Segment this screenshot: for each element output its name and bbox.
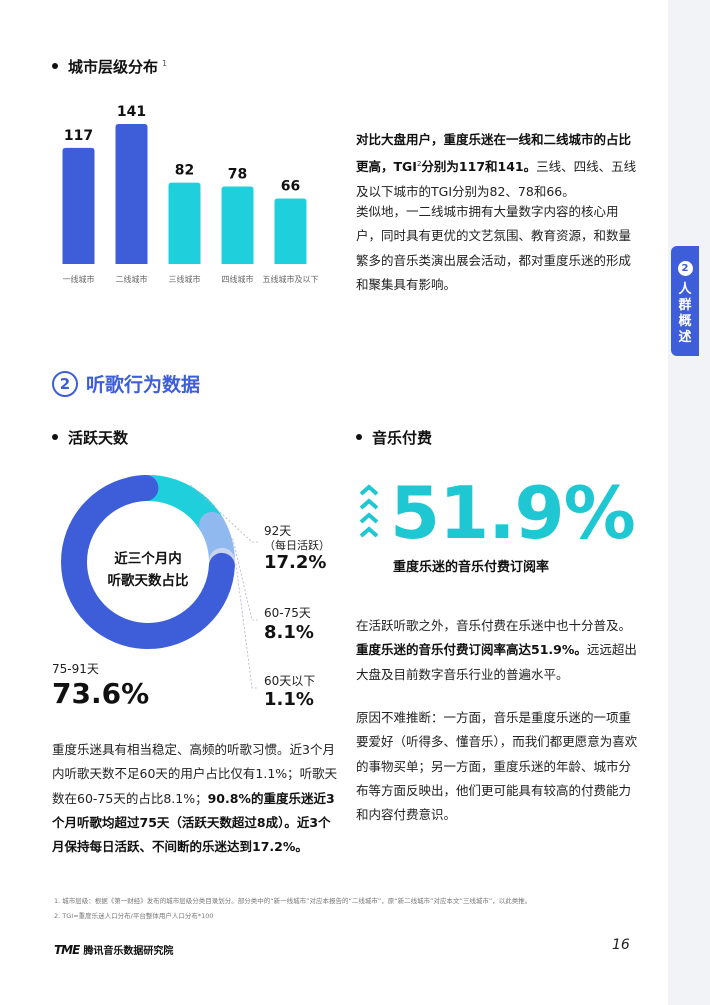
slice-label-60-75: 60-75天 — [264, 606, 311, 620]
slice-value-60-75: 8.1% — [264, 622, 314, 643]
tgi-footnote-ref: 2 — [416, 160, 422, 169]
music-payment-heading: 音乐付费 — [356, 427, 432, 448]
section-title-text: 听歌行为数据 — [86, 374, 201, 396]
footnote-2: 2. TGI=重度乐迷人口分布/平台整体用户人口分布*100 — [54, 912, 214, 920]
city-tier-heading: 城市层级分布 1 — [52, 56, 167, 77]
payment-para1-bold: 重度乐迷的音乐付费订阅率高达51.9%。 — [356, 642, 587, 658]
city-tier-para1-rest: 三线、四线、五线及以下城市的TGI分别为82、78和66。 — [356, 159, 637, 199]
active-days-donut-chart — [61, 475, 258, 689]
payment-para1-b: 远远超出大盘及目前数字音乐行业的普遍水平。 — [356, 642, 637, 682]
section-title: 2 听歌行为数据 — [52, 370, 200, 402]
slice-label-under-60: 60天以下 — [264, 674, 316, 688]
chevron-up-stack-icon — [359, 484, 379, 538]
bar-category-label: 四线城市 — [222, 274, 254, 284]
bar-category-label: 二线城市 — [116, 274, 148, 284]
footer-logo: TME 腾讯音乐数据研究院 — [54, 939, 174, 958]
city-tier-para1-bold: 对比大盘用户，重度乐迷在一线和二线城市的占比更高，TGI — [356, 132, 632, 175]
org-name: 腾讯音乐数据研究院 — [83, 946, 174, 957]
page-number: 16 — [612, 937, 630, 953]
payment-para1-a: 在活跃听歌之外，音乐付费在乐迷中也十分普及。 — [356, 618, 632, 633]
bar-1 — [62, 147, 95, 264]
chapter-number: 2 — [677, 261, 693, 276]
slice-value-75-91: 73.6% — [52, 677, 150, 710]
bar-category-label: 五线城市及以下 — [263, 274, 319, 284]
bullet-dot — [52, 433, 58, 440]
active-days-paragraph: 重度乐迷具有相当稳定、高频的听歌习惯。近3个月内听歌天数不足60天的用户占比仅有… — [52, 738, 340, 859]
bar-value-label: 82 — [175, 163, 194, 179]
footnotes: 1. 城市层级：根据《第一财经》发布的城市层级分类目录划分。部分类中的“新一线城… — [54, 894, 531, 924]
leader-line — [232, 538, 258, 621]
section-number: 2 — [52, 370, 78, 397]
bullet-dot — [356, 433, 362, 440]
bar-category-label: 一线城市 — [63, 274, 95, 284]
slice-label-75-91: 75-91天 — [52, 662, 99, 676]
donut-slice-0 — [61, 475, 235, 649]
active-days-heading: 活跃天数 — [52, 427, 128, 448]
footnote-ref: 1 — [162, 59, 168, 68]
donut-center-line-1: 近三个月内 — [114, 551, 182, 567]
bar-value-label: 117 — [64, 128, 93, 144]
chapter-tab[interactable]: 2 人群概述 — [671, 246, 699, 356]
slice-sublabel-92: （每日活跃） — [264, 539, 330, 552]
subscription-rate-value: 51.9% — [390, 471, 636, 555]
music-payment-paragraph-2: 原因不难推断：一方面，音乐是重度乐迷的一项重要爱好（听得多、懂音乐），而我们都更… — [356, 710, 638, 823]
tme-logo: TME — [54, 942, 80, 957]
subscription-rate-caption: 重度乐迷的音乐付费订阅率 — [393, 560, 550, 575]
city-tier-paragraph-2: 类似地，一二线城市拥有大量数字内容的核心用户，同时具有更优的文艺氛围、教育资源，… — [356, 204, 632, 292]
leader-line — [235, 563, 258, 689]
music-payment-paragraph-1: 在活跃听歌之外，音乐付费在乐迷中也十分普及。重度乐迷的音乐付费订阅率高达51.9… — [356, 614, 640, 687]
bullet-dot — [52, 62, 58, 69]
city-tier-para1-bold2: 分别为117和141。 — [421, 159, 537, 175]
slice-value-under-60: 1.1% — [264, 689, 314, 710]
donut-center-line-2: 听歌天数占比 — [107, 573, 189, 589]
active-days-para-bold: 90.8%的重度乐迷近3个月听歌均超过75天（活跃天数超过8成）。近3个月保持每… — [52, 790, 335, 855]
right-margin-strip — [668, 0, 710, 1005]
bar-3 — [168, 182, 201, 264]
footnote-1: 1. 城市层级：根据《第一财经》发布的城市层级分类目录划分。部分类中的“新一线城… — [54, 897, 532, 905]
city-tier-paragraph-1: 对比大盘用户，重度乐迷在一线和二线城市的占比更高，TGI2分别为117和141。… — [356, 128, 640, 204]
chapter-label: 人群概述 — [678, 282, 692, 345]
bar-category-label: 三线城市 — [169, 274, 201, 284]
slice-value-92: 17.2% — [264, 552, 327, 573]
bar-4 — [221, 186, 254, 264]
donut-center-label: 近三个月内 听歌天数占比 — [93, 548, 203, 592]
active-days-para-text: 重度乐迷具有相当稳定、高频的听歌习惯。近3个月内听歌天数不足60天的用户占比仅有… — [52, 742, 338, 806]
city-tier-heading-text: 城市层级分布 — [68, 58, 159, 76]
bar-value-label: 141 — [117, 104, 146, 120]
slice-label-92: 92天 — [264, 524, 292, 538]
bar-2 — [115, 124, 148, 264]
bar-5 — [274, 198, 307, 264]
city-tier-bar-chart: 117 一线城市 141 二线城市 82 三线城市 78 四线城市 66 五线城市及以下 — [62, 104, 319, 284]
bar-value-label: 78 — [228, 167, 247, 183]
active-days-heading-text: 活跃天数 — [68, 429, 129, 447]
music-payment-heading-text: 音乐付费 — [372, 429, 433, 447]
bar-value-label: 66 — [281, 178, 300, 194]
